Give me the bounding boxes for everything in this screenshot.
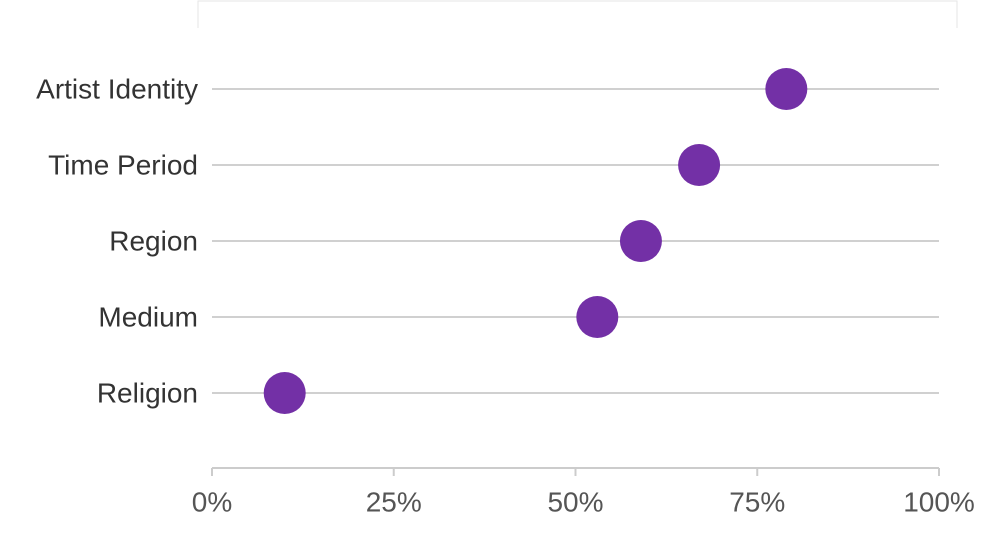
category-label: Region — [109, 225, 198, 256]
dot — [678, 144, 721, 186]
category-label: Time Period — [48, 149, 198, 180]
category-label: Medium — [98, 301, 198, 332]
x-tick-label: 25% — [366, 486, 422, 517]
dot — [765, 68, 808, 110]
x-tick-label: 75% — [729, 486, 785, 517]
category-label: Artist Identity — [36, 73, 198, 104]
dot — [619, 220, 662, 262]
frame — [197, 0, 958, 28]
dot — [576, 296, 619, 338]
dot — [263, 372, 306, 414]
x-tick-label: 0% — [192, 486, 232, 517]
category-label: Religion — [97, 377, 198, 408]
x-tick-label: 50% — [547, 486, 603, 517]
x-tick-label: 100% — [903, 486, 975, 517]
